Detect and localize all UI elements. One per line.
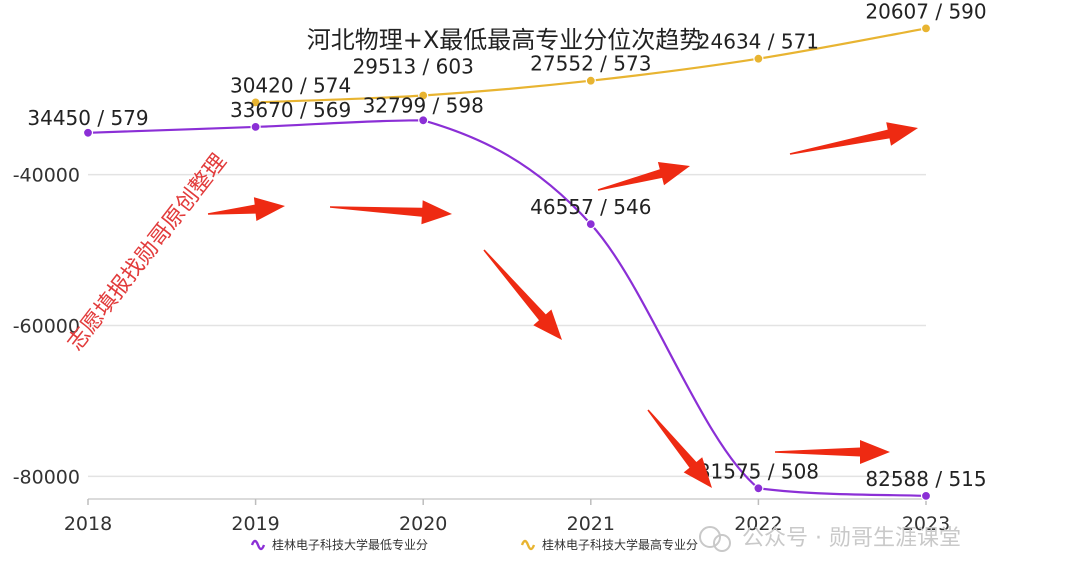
wechat-icon (699, 526, 721, 548)
data-label: 27552 / 573 (530, 52, 651, 76)
data-point (82, 127, 94, 138)
trend-arrow (789, 122, 918, 155)
legend: 桂林电子科技大学最低专业分 桂林电子科技大学最高专业分 (250, 537, 698, 552)
data-label: 82588 / 515 (865, 467, 986, 491)
x-tick-label: 2019 (231, 513, 279, 535)
data-point (418, 90, 429, 101)
data-label: 32799 / 598 (363, 93, 484, 117)
trend-arrows (207, 122, 918, 488)
trend-arrow (330, 200, 452, 225)
data-label: 46557 / 546 (530, 195, 651, 219)
data-point (418, 115, 429, 126)
data-label: 33670 / 569 (230, 98, 351, 122)
trend-arrow (597, 162, 690, 191)
data-point (250, 97, 261, 108)
data-point (250, 121, 261, 133)
axes: -40000 -60000 -80000 2018 2019 2020 2021 2022 20… (13, 165, 950, 535)
data-label: 34450 / 579 (27, 106, 148, 130)
data-point (585, 75, 596, 86)
data-point (920, 490, 932, 501)
data-point (753, 483, 764, 494)
y-tick-label: -40000 (13, 165, 80, 187)
data-label: 81575 / 508 (698, 459, 819, 483)
y-tick-label: -80000 (13, 466, 80, 488)
legend-swatch-2 (520, 539, 536, 551)
wechat-icon-bubble (713, 534, 731, 552)
watermark: 公众号 · 勋哥生涯课堂 (699, 526, 961, 552)
data-label: 24634 / 571 (698, 30, 819, 54)
legend-label-1: 桂林电子科技大学最低专业分 (272, 537, 428, 552)
x-tick-label: 2018 (64, 513, 112, 535)
data-point (753, 53, 764, 64)
gridlines (88, 173, 926, 478)
legend-label-2: 桂林电子科技大学最高专业分 (542, 537, 698, 552)
x-tick-label: 2021 (567, 513, 615, 535)
trend-arrow (647, 409, 712, 488)
x-tick-label: 2020 (399, 513, 447, 535)
data-point (585, 219, 596, 230)
data-label: 30420 / 574 (230, 73, 351, 97)
data-label: 29513 / 603 (353, 55, 474, 79)
trend-arrow (483, 249, 562, 340)
x-tick-label: 2022 (734, 513, 782, 535)
watermark-text: 公众号 · 勋哥生涯课堂 (742, 526, 961, 551)
trend-arrow (775, 440, 890, 464)
series-lines (87, 27, 927, 497)
data-label: 20607 / 590 (865, 0, 986, 23)
legend-swatch-1 (250, 539, 266, 551)
chart-title: 河北物理+X最低最高专业分位次趋势 (307, 26, 704, 54)
data-points (82, 23, 932, 501)
data-point (920, 23, 932, 34)
y-tick-label: -60000 (13, 316, 80, 338)
trend-arrow (207, 197, 285, 221)
data-labels: 34450 / 579 33670 / 569 32799 / 598 46557 /… (27, 0, 986, 491)
x-tick-label: 2023 (902, 513, 950, 535)
